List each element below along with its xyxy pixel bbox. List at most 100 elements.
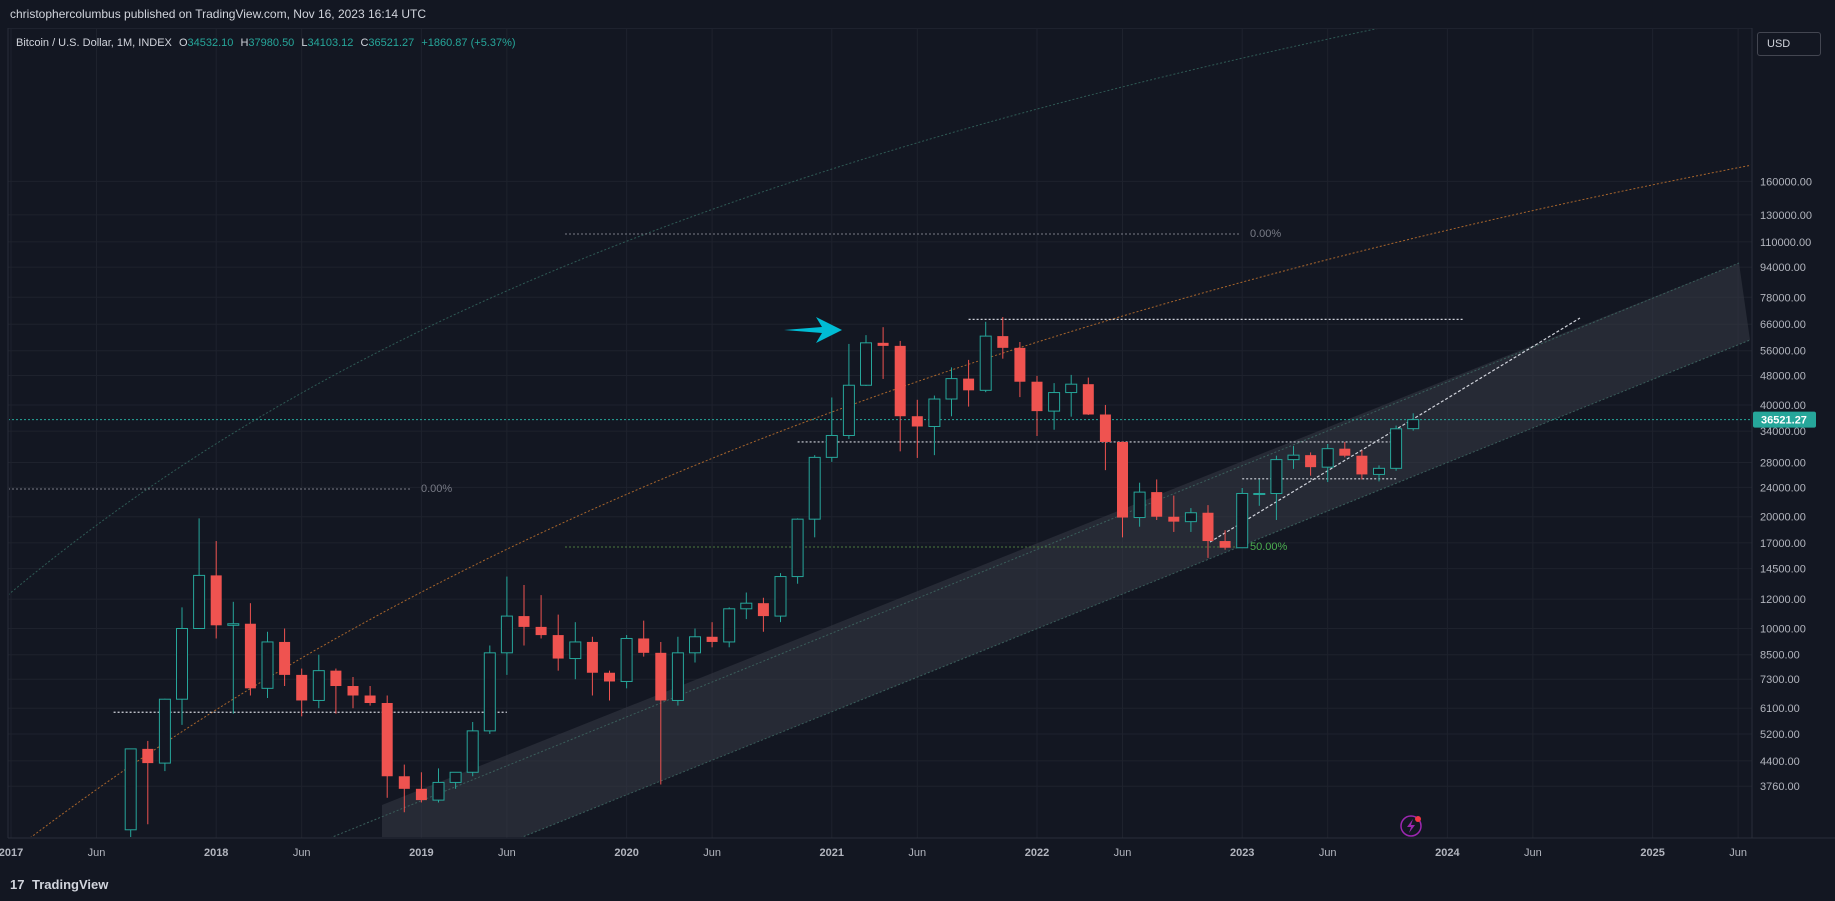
- horizontal-levels[interactable]: [113, 318, 1465, 713]
- candle[interactable]: [945, 367, 958, 417]
- time-tick-label: 2025: [1640, 847, 1664, 859]
- candle[interactable]: [1390, 425, 1403, 471]
- candle[interactable]: [1048, 383, 1061, 430]
- candle[interactable]: [500, 576, 513, 675]
- candle[interactable]: [261, 631, 274, 698]
- candle[interactable]: [210, 541, 222, 639]
- candle[interactable]: [244, 603, 256, 696]
- candle[interactable]: [586, 636, 598, 696]
- candle[interactable]: [1031, 375, 1043, 436]
- candle[interactable]: [1339, 441, 1351, 458]
- candle[interactable]: [997, 317, 1009, 359]
- candle[interactable]: [1219, 530, 1231, 550]
- candle[interactable]: [706, 622, 718, 648]
- candle[interactable]: [604, 670, 615, 701]
- candle[interactable]: [1305, 452, 1317, 476]
- candle-body: [655, 652, 667, 701]
- candle[interactable]: [774, 573, 787, 623]
- candle[interactable]: [176, 607, 188, 725]
- candle[interactable]: [449, 771, 462, 789]
- candle[interactable]: [569, 622, 582, 680]
- candle[interactable]: [227, 601, 240, 714]
- candle[interactable]: [842, 343, 855, 439]
- candle[interactable]: [911, 399, 923, 458]
- candle[interactable]: [1253, 479, 1266, 506]
- candle[interactable]: [1065, 374, 1078, 417]
- candle[interactable]: [757, 597, 769, 632]
- arrow-right-icon[interactable]: [784, 317, 842, 343]
- candle[interactable]: [381, 695, 393, 798]
- candle[interactable]: [330, 668, 342, 714]
- close-label: C: [360, 37, 368, 49]
- candle[interactable]: [671, 636, 684, 706]
- candle[interactable]: [1236, 488, 1249, 549]
- candle[interactable]: [1321, 443, 1334, 483]
- candle-body: [1321, 448, 1334, 468]
- candle[interactable]: [142, 740, 154, 825]
- candle[interactable]: [1184, 508, 1197, 532]
- candle[interactable]: [1133, 482, 1146, 527]
- candles[interactable]: [124, 317, 1420, 901]
- candle[interactable]: [518, 584, 530, 646]
- candle[interactable]: [552, 614, 564, 671]
- time-axis[interactable]: 2017 Jun 2018 Jun 2019 Jun 2020 Jun 2021 Jun 2022 J…: [0, 847, 1747, 859]
- candle[interactable]: [963, 359, 975, 407]
- close-value: 36521.27: [368, 37, 414, 49]
- candle[interactable]: [638, 620, 650, 657]
- regression-channel[interactable]: [382, 263, 1750, 838]
- candle[interactable]: [312, 654, 325, 709]
- footer: 17 TradingView: [0, 868, 1835, 901]
- candle[interactable]: [1356, 450, 1368, 480]
- price-axis[interactable]: 160000.00 130000.00 110000.00 94000.00 78000…: [1760, 176, 1812, 793]
- candle[interactable]: [1287, 446, 1300, 469]
- candle[interactable]: [877, 327, 889, 379]
- candle[interactable]: [193, 518, 206, 630]
- candle[interactable]: [1168, 495, 1180, 532]
- candle[interactable]: [296, 668, 308, 717]
- candle-body: [1219, 541, 1231, 548]
- candle[interactable]: [1082, 377, 1094, 415]
- candle[interactable]: [808, 455, 821, 538]
- tradingview-logo-text[interactable]: TradingView: [32, 877, 109, 892]
- candle[interactable]: [158, 698, 171, 772]
- candle[interactable]: [1373, 465, 1385, 482]
- price-tick-label: 5200.00: [1760, 729, 1800, 741]
- candle[interactable]: [398, 764, 410, 813]
- candle[interactable]: [1014, 342, 1026, 398]
- candle[interactable]: [1117, 441, 1128, 538]
- candle[interactable]: [928, 395, 941, 456]
- candle[interactable]: [535, 595, 547, 639]
- symbol-title: Bitcoin / U.S. Dollar, 1M, INDEX: [16, 37, 173, 49]
- candle[interactable]: [1202, 505, 1214, 558]
- candle[interactable]: [466, 721, 479, 777]
- candle-body: [979, 335, 992, 391]
- candle[interactable]: [415, 772, 427, 803]
- currency-button[interactable]: USD: [1757, 32, 1821, 56]
- candle[interactable]: [364, 686, 376, 706]
- candle[interactable]: [279, 628, 291, 687]
- candle[interactable]: [689, 628, 701, 663]
- candle[interactable]: [979, 321, 992, 393]
- candle[interactable]: [825, 397, 838, 462]
- candle[interactable]: [124, 748, 137, 901]
- candle[interactable]: [1151, 479, 1163, 520]
- candle[interactable]: [483, 645, 496, 734]
- publish-info: christophercolumbus published on Trading…: [10, 7, 427, 21]
- candle[interactable]: [791, 518, 804, 584]
- candle[interactable]: [347, 677, 359, 709]
- lightning-icon[interactable]: [1400, 815, 1422, 837]
- candle[interactable]: [432, 768, 445, 803]
- candle[interactable]: [1407, 413, 1420, 431]
- candle-body: [142, 748, 154, 764]
- candle[interactable]: [1270, 455, 1283, 520]
- candle[interactable]: [1099, 404, 1111, 471]
- candle[interactable]: [740, 592, 753, 620]
- candle[interactable]: [620, 635, 633, 689]
- candle[interactable]: [860, 335, 872, 386]
- candle[interactable]: [655, 641, 667, 785]
- candle[interactable]: [723, 607, 736, 648]
- candle-body: [860, 342, 872, 386]
- tradingview-logo-icon[interactable]: 17: [10, 877, 25, 892]
- candle[interactable]: [894, 340, 906, 452]
